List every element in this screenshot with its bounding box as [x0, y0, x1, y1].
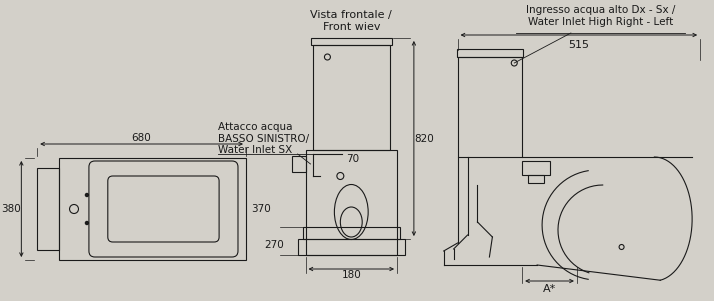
- Text: Vista frontale /
Front wiev: Vista frontale / Front wiev: [311, 10, 392, 32]
- Text: 70: 70: [346, 154, 359, 164]
- Text: 680: 680: [131, 133, 151, 143]
- Text: Attacco acqua
BASSO SINISTRO/
Water Inlet SX: Attacco acqua BASSO SINISTRO/ Water Inle…: [218, 122, 309, 155]
- Text: 270: 270: [264, 240, 283, 250]
- Text: A*: A*: [543, 284, 556, 294]
- Bar: [458, 57, 522, 157]
- Bar: [59, 158, 246, 260]
- Text: 370: 370: [251, 204, 271, 214]
- Text: 820: 820: [414, 134, 433, 144]
- Text: Ingresso acqua alto Dx - Sx /
Water Inlet High Right - Left: Ingresso acqua alto Dx - Sx / Water Inle…: [526, 5, 675, 26]
- Bar: [303, 227, 400, 239]
- Text: 180: 180: [341, 270, 361, 280]
- Circle shape: [86, 194, 89, 197]
- Bar: [313, 45, 390, 150]
- Text: 380: 380: [1, 204, 21, 214]
- Bar: [291, 156, 306, 172]
- Bar: [37, 168, 59, 250]
- Circle shape: [86, 222, 89, 225]
- Text: 515: 515: [568, 40, 589, 50]
- Bar: [522, 161, 550, 175]
- Bar: [298, 239, 405, 255]
- Bar: [311, 38, 392, 45]
- Bar: [528, 175, 544, 183]
- Bar: [306, 150, 397, 255]
- Bar: [457, 49, 523, 57]
